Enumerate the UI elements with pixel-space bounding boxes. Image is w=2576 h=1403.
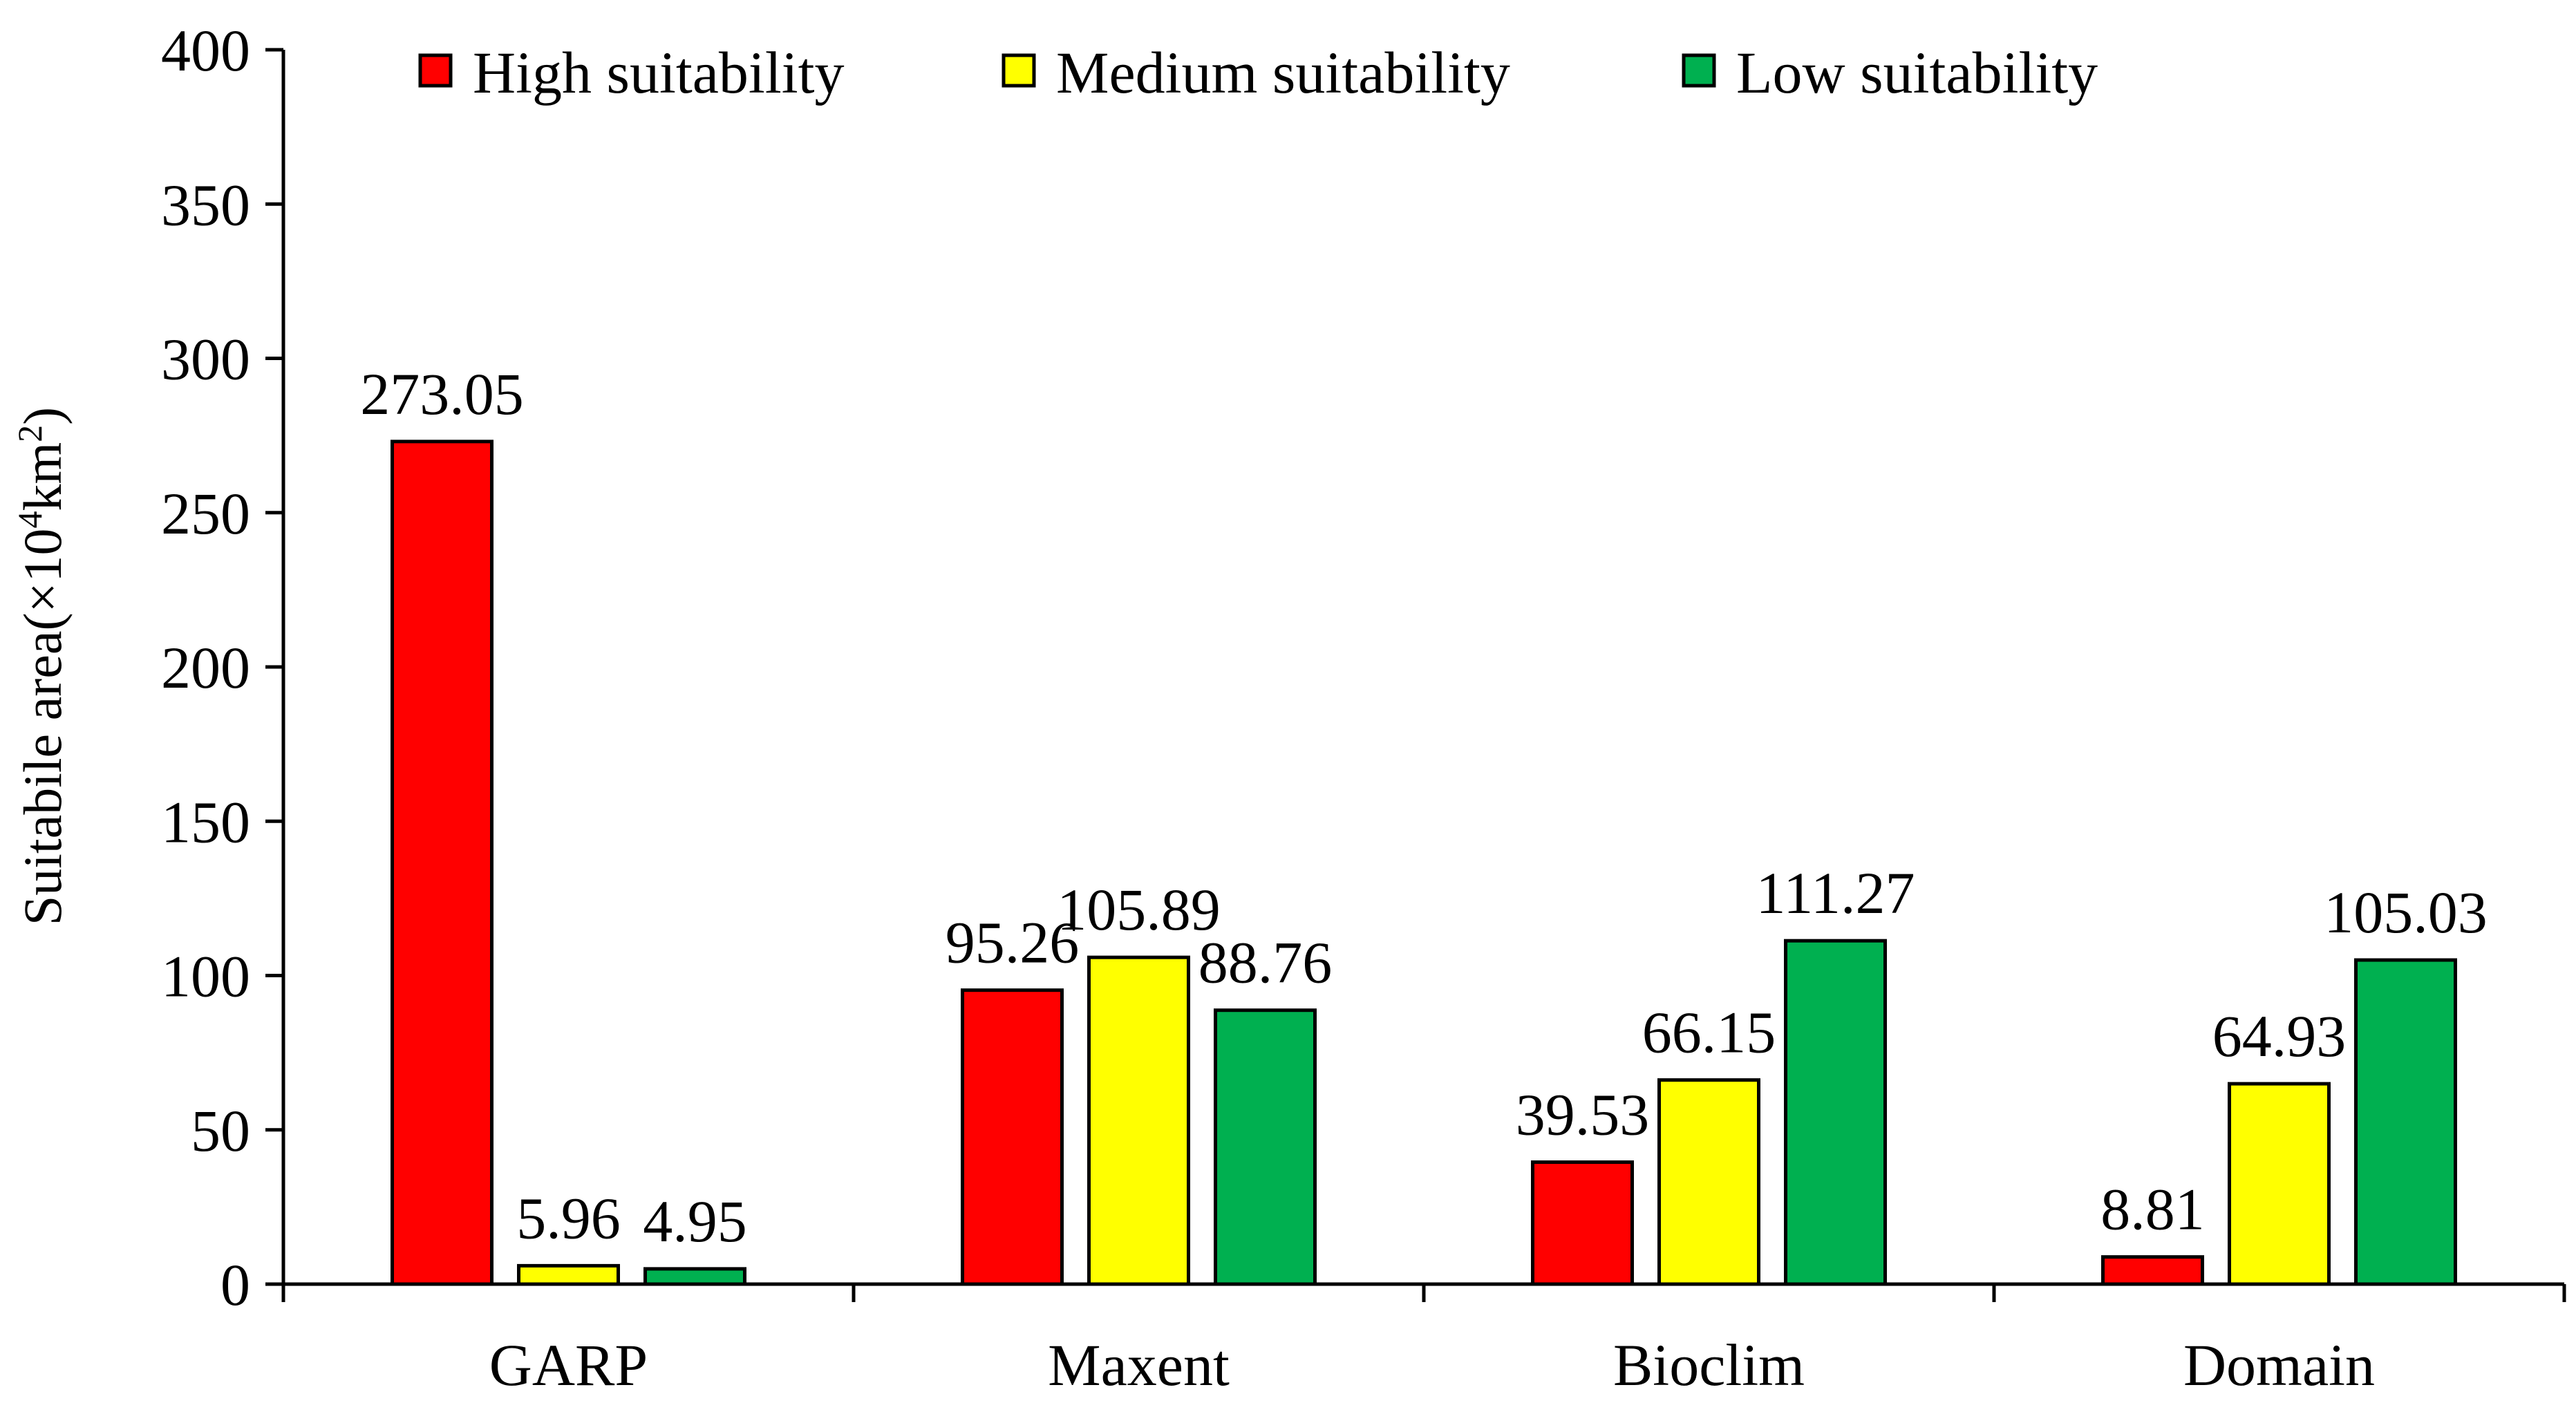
bar-high-suitability [2101,1255,2204,1286]
bar-medium-suitability [1657,1078,1760,1286]
y-tick-label: 150 [161,789,250,855]
bar-medium-suitability [1087,955,1190,1286]
y-tick-label: 100 [161,943,250,1010]
y-tick-label: 400 [161,17,250,84]
data-label: 64.93 [2212,1003,2347,1069]
y-axis-title: Suitabile area(×104km2) [10,407,73,925]
bars [391,440,2457,1286]
bar-low-suitability [1214,1008,1317,1286]
x-category-label: GARP [489,1332,648,1398]
data-label: 39.53 [1516,1081,1650,1147]
data-label: 88.76 [1198,930,1333,996]
y-axis-title-text: km [12,442,73,511]
data-label: 4.95 [643,1188,747,1254]
x-axis: GARP Maxent Bioclim Domain [281,1282,2566,1398]
bar-low-suitability [1784,939,1887,1286]
y-axis-title-text: ) [12,407,73,425]
bar-low-suitability [643,1267,746,1286]
legend-swatch [1682,53,1716,88]
bar-medium-suitability [517,1263,620,1286]
legend: High suitability Medium suitability Low su… [418,39,2098,106]
data-label: 8.81 [2100,1176,2205,1243]
data-label: 105.89 [1057,876,1221,943]
bar-low-suitability [2354,958,2457,1286]
y-axis-title-superscript: 2 [10,425,49,442]
x-category-label: Bioclim [1613,1332,1805,1398]
data-label: 95.26 [946,910,1080,976]
y-axis-label: Suitabile area(×104km2) [10,407,73,925]
bar-high-suitability [391,440,493,1286]
data-label: 66.15 [1642,999,1776,1066]
x-category-label: Domain [2183,1332,2375,1398]
legend-swatch [1002,53,1036,88]
y-tick-label: 200 [161,634,250,701]
y-tick-label: 300 [161,326,250,393]
y-tick-label: 350 [161,171,250,238]
data-label: 273.05 [360,361,524,427]
bar-high-suitability [961,988,1064,1286]
legend-label: Medium suitability [1056,39,1510,106]
data-label: 5.96 [516,1185,621,1251]
legend-label: Low suitability [1736,39,2098,106]
legend-swatch [418,53,453,88]
bar-medium-suitability [2228,1082,2331,1286]
y-axis: 0 50 100 150 200 250 300 350 400 [161,17,285,1318]
y-tick-label: 250 [161,480,250,547]
y-tick-label: 50 [191,1098,250,1164]
y-axis-title-superscript: 4 [10,511,49,529]
bar-high-suitability [1531,1160,1634,1286]
legend-label: High suitability [473,39,845,106]
y-tick-label: 0 [220,1252,250,1318]
x-category-label: Maxent [1048,1332,1230,1398]
data-label: 111.27 [1756,860,1915,926]
y-axis-title-text: Suitabile area(×10 [12,529,73,926]
data-label: 105.03 [2324,879,2488,945]
